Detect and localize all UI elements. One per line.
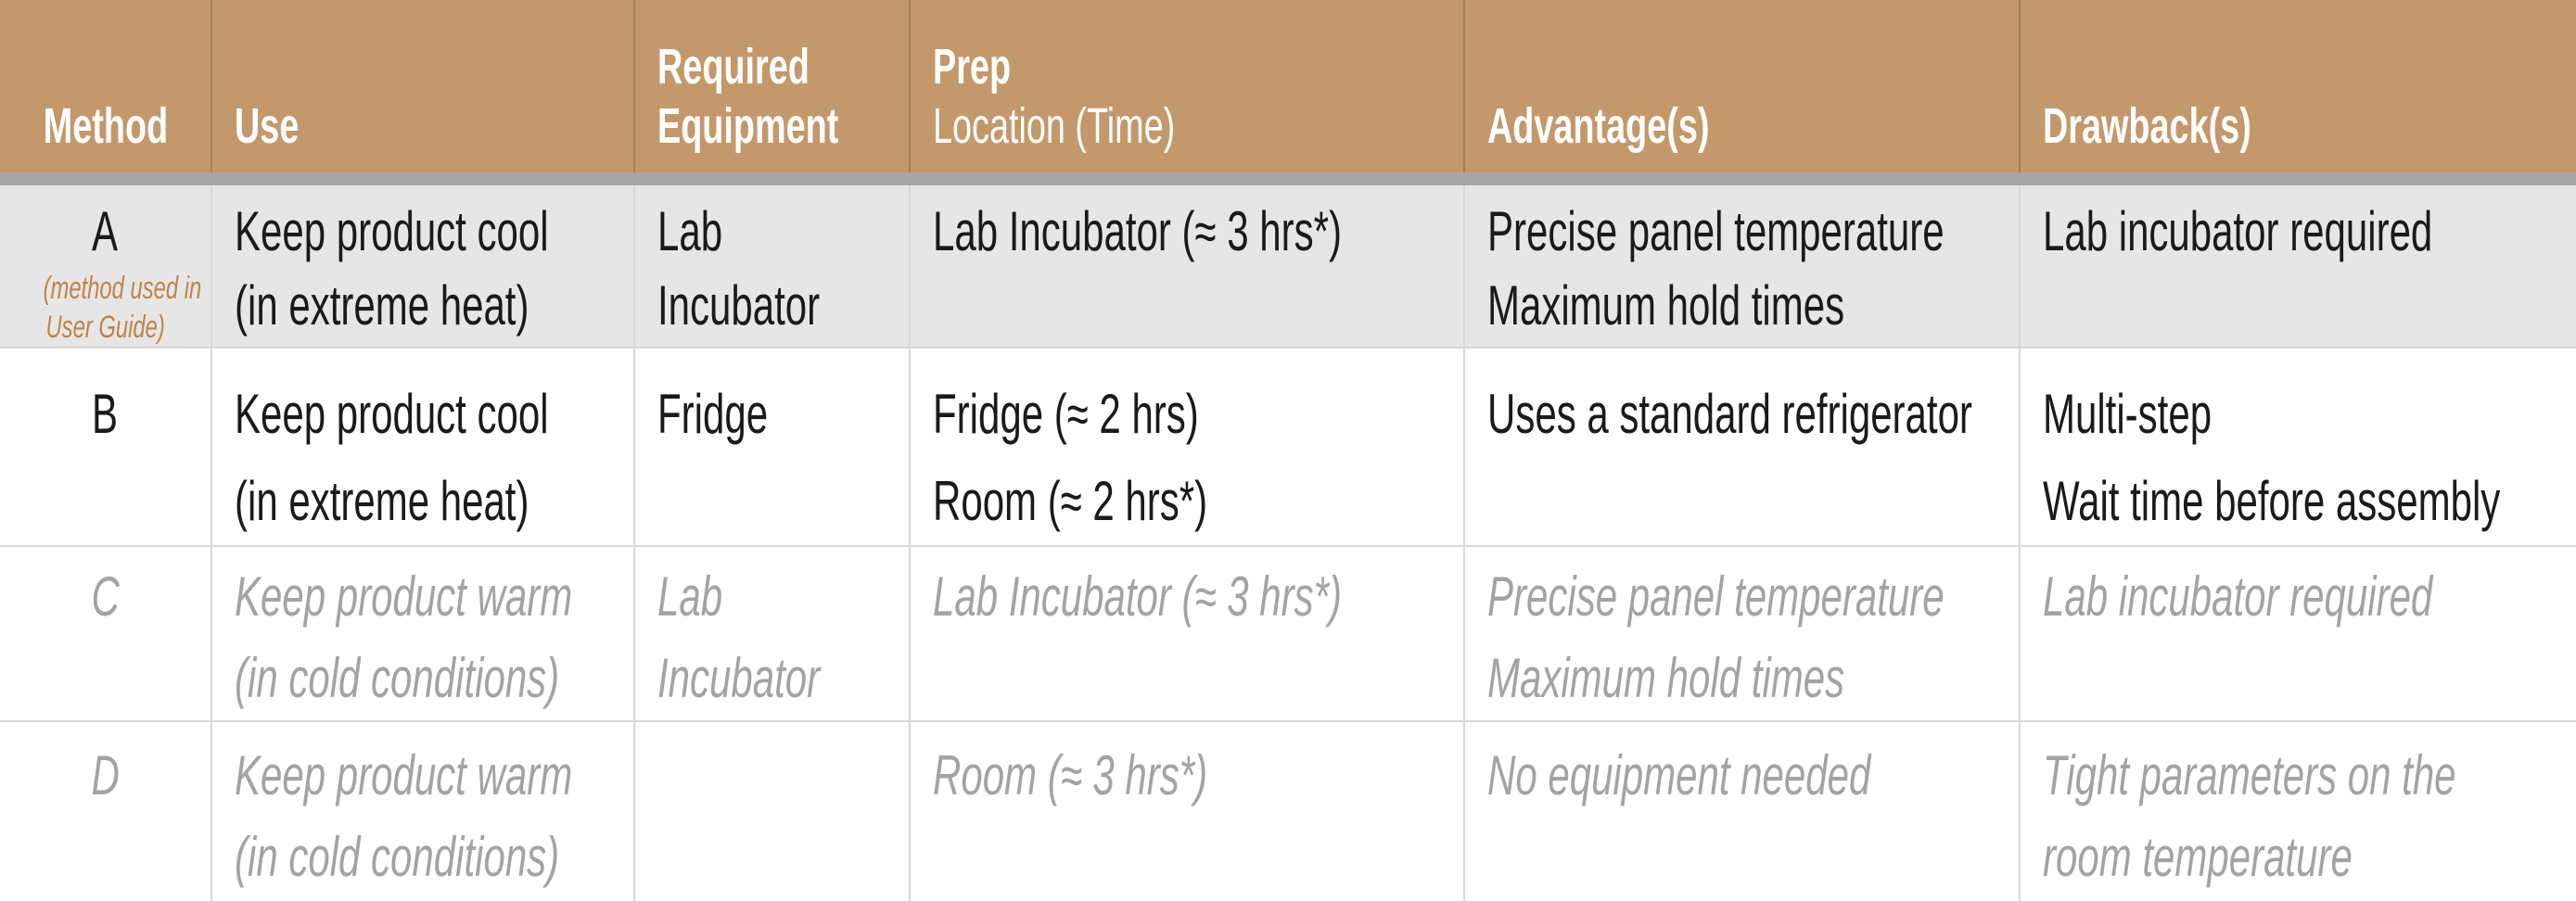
text-line: (in extreme heat)	[235, 470, 529, 532]
header-label: Prep	[933, 39, 1012, 95]
cell-equipment-b: Fridge	[633, 347, 909, 545]
column-header-method: Method	[0, 0, 210, 172]
cell-prep-d: Room (≈ 3 hrs*)	[909, 720, 1463, 901]
text-line: Fridge (≈ 2 hrs)	[933, 383, 1199, 445]
cell-equipment-a: Lab Incubator	[633, 185, 909, 347]
text-line: Precise panel temperature	[1487, 200, 1945, 262]
cell-advantage-b: Uses a standard refrigerator	[1463, 347, 2019, 545]
cell-method-a: A (method used in User Guide)	[0, 185, 210, 347]
cell-prep-b: Fridge (≈ 2 hrs) Room (≈ 2 hrs*)	[909, 347, 1463, 545]
header-sublabel: Location (Time)	[933, 98, 1176, 154]
text-line: Fridge	[657, 383, 769, 445]
text-line: Lab Incubator (≈ 3 hrs*)	[933, 565, 1342, 628]
text-line: (in cold conditions)	[235, 647, 560, 709]
header-label: Drawback(s)	[2043, 98, 2251, 154]
header-divider-bar	[0, 172, 2576, 185]
method-letter: D	[91, 744, 120, 806]
cell-prep-a: Lab Incubator (≈ 3 hrs*)	[909, 185, 1463, 347]
text-line: Room (≈ 2 hrs*)	[933, 470, 1208, 532]
text-line: Wait time before assembly	[2043, 470, 2501, 532]
text-line: Incubator	[657, 647, 821, 709]
cell-method-c: C	[0, 545, 210, 720]
cell-use-c: Keep product warm (in cold conditions)	[210, 545, 633, 720]
method-a-note: (method used in User Guide)	[9, 269, 202, 347]
text-line: (in cold conditions)	[235, 826, 560, 888]
method-letter: A	[92, 200, 119, 262]
text-line: Lab	[657, 200, 723, 262]
column-header-prep-location: Prep Location (Time)	[909, 0, 1463, 172]
note-line: User Guide)	[45, 310, 165, 345]
cell-drawback-b: Multi-step Wait time before assembly	[2019, 347, 2576, 545]
text-line: Lab incubator required	[2043, 200, 2433, 262]
text-line: Precise panel temperature	[1487, 565, 1945, 628]
cell-use-a: Keep product cool (in extreme heat)	[210, 185, 633, 347]
method-letter: B	[92, 383, 119, 445]
method-letter: C	[91, 565, 120, 628]
text-line: Maximum hold times	[1487, 647, 1845, 709]
cell-drawback-c: Lab incubator required	[2019, 545, 2576, 720]
text-line: Maximum hold times	[1487, 274, 1845, 336]
cell-method-d: D	[0, 720, 210, 901]
cell-drawback-d: Tight parameters on the room temperature	[2019, 720, 2576, 901]
text-line: room temperature	[2043, 826, 2353, 888]
text-line: Keep product warm	[235, 565, 573, 628]
column-header-advantages: Advantage(s)	[1463, 0, 2019, 172]
cell-advantage-a: Precise panel temperature Maximum hold t…	[1463, 185, 2019, 347]
text-line: Incubator	[657, 274, 821, 336]
text-line: Room (≈ 3 hrs*)	[933, 744, 1208, 806]
cell-drawback-a: Lab incubator required	[2019, 185, 2576, 347]
text-line: Uses a standard refrigerator	[1487, 383, 1972, 445]
column-header-drawbacks: Drawback(s)	[2019, 0, 2576, 172]
text-line: Keep product cool	[235, 200, 549, 262]
text-line: No equipment needed	[1487, 744, 1871, 806]
header-label: Equipment	[657, 98, 839, 154]
column-header-use: Use	[210, 0, 633, 172]
cell-use-d: Keep product warm (in cold conditions)	[210, 720, 633, 901]
cell-advantage-c: Precise panel temperature Maximum hold t…	[1463, 545, 2019, 720]
text-line: Keep product warm	[235, 744, 573, 806]
cell-prep-c: Lab Incubator (≈ 3 hrs*)	[909, 545, 1463, 720]
header-label: Advantage(s)	[1487, 98, 1710, 154]
text-line: Lab incubator required	[2043, 565, 2433, 628]
text-line: (in extreme heat)	[235, 274, 529, 336]
cell-use-b: Keep product cool (in extreme heat)	[210, 347, 633, 545]
text-line: Tight parameters on the	[2043, 744, 2456, 806]
cell-method-b: B	[0, 347, 210, 545]
cell-equipment-c: Lab Incubator	[633, 545, 909, 720]
header-label: Method	[43, 98, 168, 154]
text-line: Keep product cool	[235, 383, 549, 445]
cell-equipment-d	[633, 720, 909, 901]
text-line: Multi-step	[2043, 383, 2213, 445]
note-line: (method used in	[43, 271, 202, 306]
header-label: Use	[235, 98, 300, 154]
column-header-required-equipment: Required Equipment	[633, 0, 909, 172]
text-line: Lab	[657, 565, 723, 628]
header-label: Required	[657, 39, 810, 95]
cell-advantage-d: No equipment needed	[1463, 720, 2019, 901]
text-line: Lab Incubator (≈ 3 hrs*)	[933, 200, 1342, 262]
